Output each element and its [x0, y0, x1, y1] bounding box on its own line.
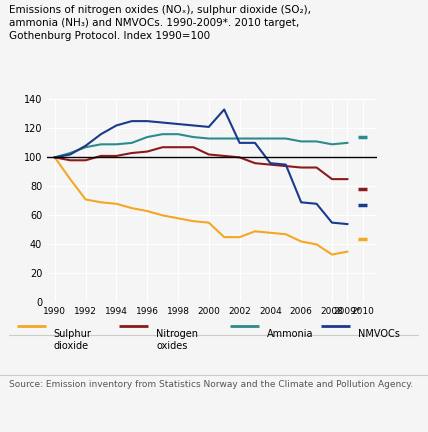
Text: Source: Emission inventory from Statistics Norway and the Climate and Pollution : Source: Emission inventory from Statisti… [9, 380, 413, 389]
Text: Nitrogen
oxides: Nitrogen oxides [157, 329, 199, 351]
Text: Ammonia: Ammonia [268, 329, 314, 339]
Text: Emissions of nitrogen oxides (NOₓ), sulphur dioxide (SO₂),
ammonia (NH₃) and NMV: Emissions of nitrogen oxides (NOₓ), sulp… [9, 5, 311, 41]
Text: Sulphur
dioxide: Sulphur dioxide [54, 329, 92, 351]
Text: NMVOCs: NMVOCs [358, 329, 400, 339]
